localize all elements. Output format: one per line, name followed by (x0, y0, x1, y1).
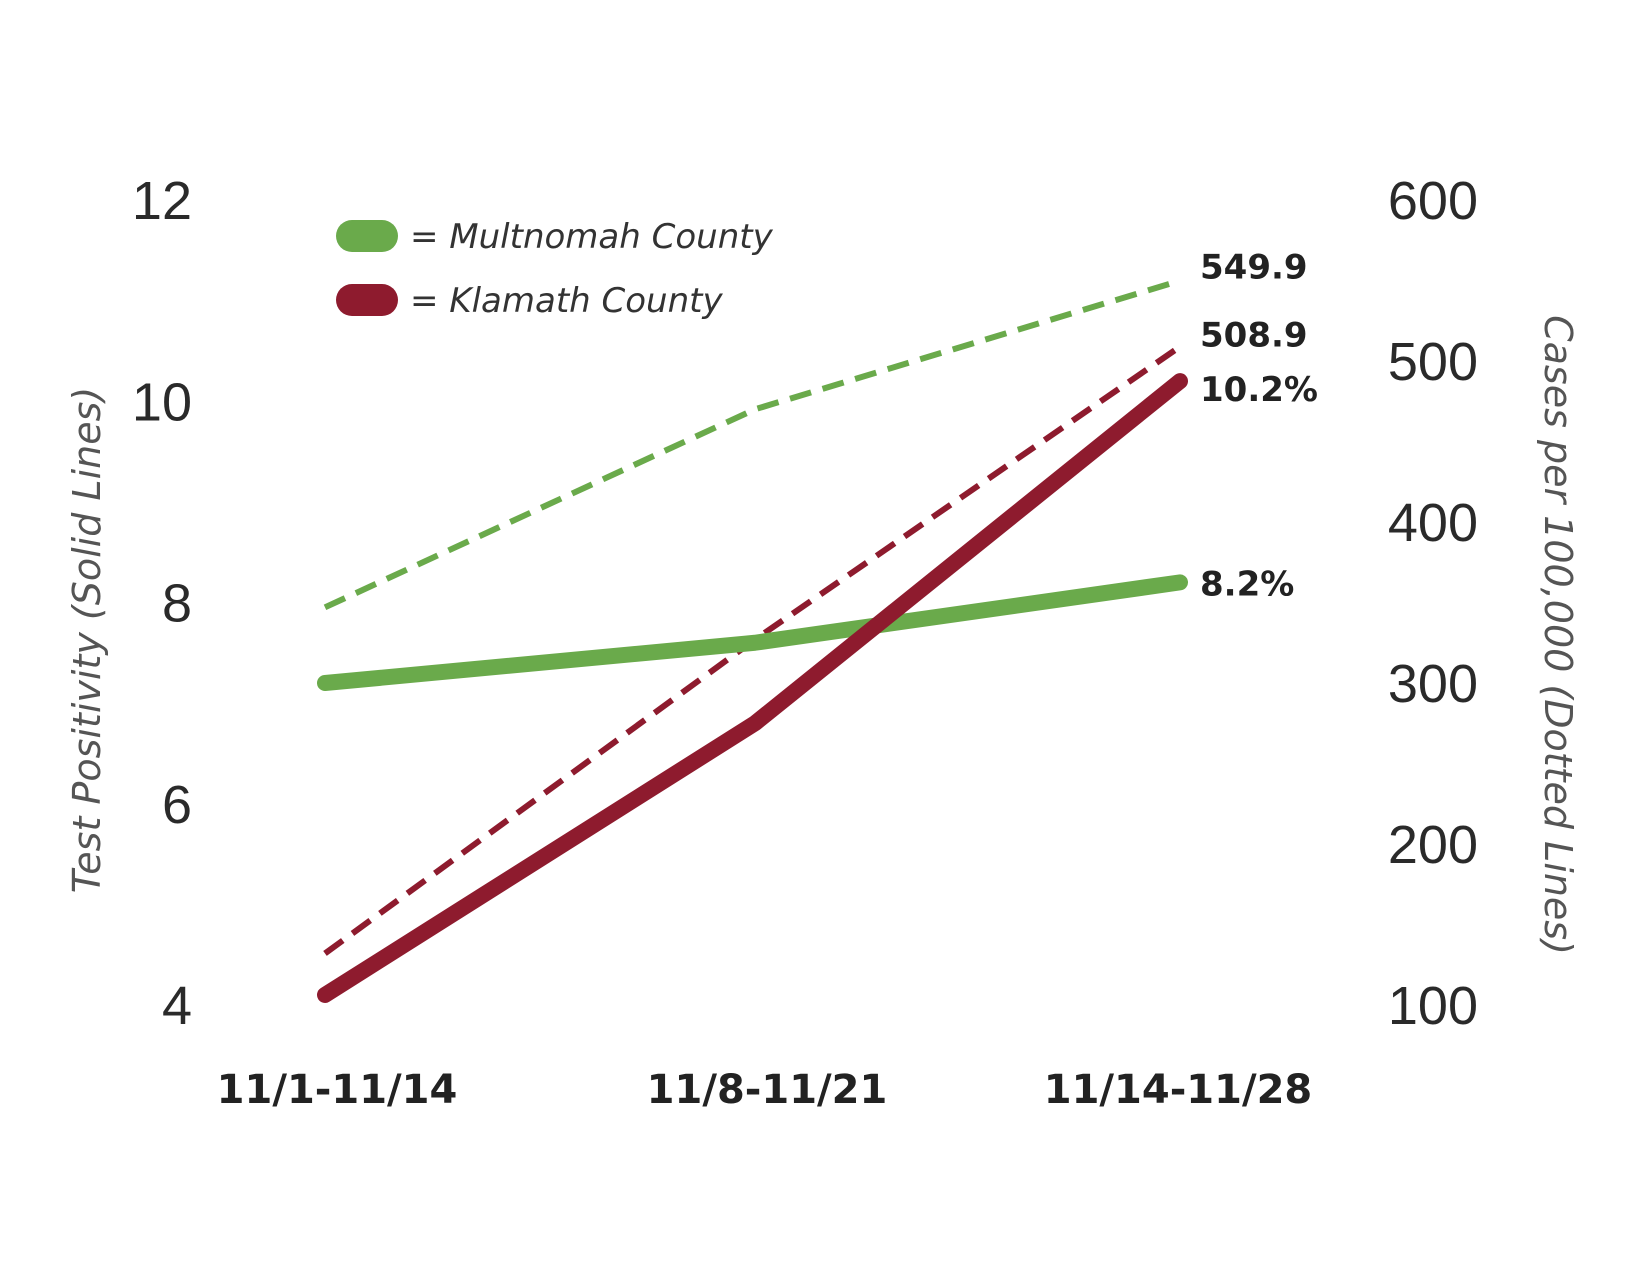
x-axis-categories: 11/1-11/14 11/8-11/21 11/14-11/28 (217, 1067, 1313, 1113)
x-tick-label: 11/1-11/14 (217, 1067, 458, 1113)
series-lines (317, 277, 1188, 1003)
right-axis-label: Cases per 100,000 (Dotted Lines) (1536, 315, 1580, 955)
left-axis-label: Test Positivity (Solid Lines) (65, 387, 109, 894)
x-tick-label: 11/14-11/28 (1044, 1067, 1312, 1113)
left-tick-label: 10 (132, 372, 192, 432)
left-tick-label: 4 (162, 976, 192, 1036)
right-axis-ticks: 100 200 300 400 500 600 (1388, 171, 1478, 1036)
data-label-klamath-cases: 508.9 (1200, 316, 1308, 356)
right-tick-label: 500 (1388, 332, 1478, 392)
left-tick-label: 12 (132, 171, 192, 231)
series-line-multnomah-positivity (317, 574, 1188, 691)
x-tick-label: 11/8-11/21 (647, 1067, 888, 1113)
data-label-klamath-positivity: 10.2% (1200, 370, 1318, 410)
series-line-klamath-cases (323, 344, 1182, 956)
data-label-multnomah-positivity: 8.2% (1200, 564, 1294, 604)
legend-label-multnomah: = Multnomah County (410, 217, 774, 257)
legend-label-klamath: = Klamath County (410, 281, 723, 321)
left-tick-label: 8 (162, 574, 192, 634)
data-labels: 549.9 508.9 8.2% 10.2% (1200, 248, 1318, 605)
right-tick-label: 100 (1388, 976, 1478, 1036)
series-line-multnomah-cases (323, 277, 1181, 611)
right-tick-label: 600 (1388, 171, 1478, 231)
right-tick-label: 300 (1388, 654, 1478, 714)
left-tick-label: 6 (162, 775, 192, 835)
right-tick-label: 400 (1388, 493, 1478, 553)
left-axis-ticks: 4 6 8 10 12 (132, 171, 192, 1036)
series-line-klamath-positivity (317, 373, 1188, 1003)
right-tick-label: 200 (1388, 815, 1478, 875)
data-label-multnomah-cases: 549.9 (1200, 248, 1308, 288)
legend: = Multnomah County = Klamath County (336, 217, 774, 321)
